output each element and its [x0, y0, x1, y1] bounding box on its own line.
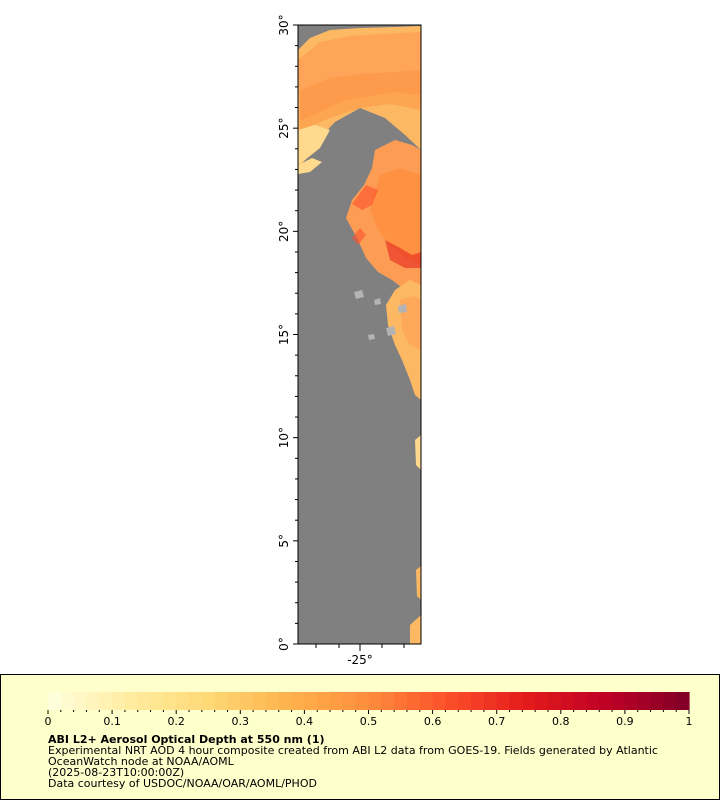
- island-shape: [386, 326, 396, 336]
- colorbar-cell: [163, 692, 177, 710]
- colorbar-cell: [355, 692, 370, 710]
- colorbar-cell: [419, 692, 434, 710]
- colorbar-cell: [189, 692, 203, 710]
- colorbar-cell: [496, 692, 511, 710]
- colorbar-cell: [471, 692, 485, 710]
- colorbar-cell: [650, 692, 664, 710]
- latitude-axis: 30° 25° 20° 15° 10° 5° 0°: [277, 14, 298, 651]
- map-area: 30° 25° 20° 15° 10° 5° 0° -25°: [0, 0, 720, 674]
- island-shape: [398, 304, 407, 313]
- colorbar-tick-label: 0.7: [488, 715, 506, 728]
- colorbar-cell: [624, 692, 639, 710]
- colorbar-cell: [676, 692, 690, 710]
- legend-timestamp: (2025-08-23T10:00:00Z): [48, 766, 185, 779]
- colorbar-cell: [317, 692, 331, 710]
- colorbar-cell: [368, 692, 382, 710]
- colorbar-cell: [201, 692, 216, 710]
- colorbar-cell: [240, 692, 254, 710]
- colorbar-cell: [394, 692, 408, 710]
- colorbar-tick-label: 0.3: [232, 715, 250, 728]
- colorbar-cell: [573, 692, 588, 710]
- colorbar-cell: [522, 692, 536, 710]
- colorbar-cell: [99, 692, 113, 710]
- colorbar-cell: [547, 692, 562, 710]
- longitude-label: -25°: [347, 653, 373, 667]
- islands: [354, 290, 407, 340]
- colorbar-cell: [304, 692, 318, 710]
- colorbar-cell: [60, 692, 75, 710]
- colorbar-tick-label: 0.1: [103, 715, 121, 728]
- colorbar-cell: [445, 692, 459, 710]
- aerosol-field: [298, 26, 421, 644]
- colorbar-cell: [150, 692, 164, 710]
- colorbar-cells: [48, 692, 690, 710]
- colorbar-cell: [86, 692, 100, 710]
- colorbar-cell: [586, 692, 600, 710]
- colorbar-cell: [112, 692, 126, 710]
- colorbar-tick-label: 0: [45, 715, 52, 728]
- latitude-label: 20°: [277, 221, 291, 242]
- colorbar-tick-label: 1: [686, 715, 693, 728]
- colorbar-cell: [227, 692, 241, 710]
- colorbar-cell: [458, 692, 472, 710]
- colorbar-cell: [612, 692, 626, 710]
- island-shape: [368, 334, 375, 340]
- colorbar-cell: [381, 692, 395, 710]
- colorbar-cell: [330, 692, 344, 710]
- colorbar-cell: [48, 692, 62, 710]
- colorbar-tick-label: 0.4: [296, 715, 314, 728]
- colorbar-cell: [265, 692, 280, 710]
- colorbar: 0 0.1 0.2 0.3 0.4 0.5 0.6 0.7 0.8 0.9 1: [45, 692, 693, 728]
- colorbar-cell: [137, 692, 152, 710]
- latitude-label: 10°: [277, 427, 291, 448]
- colorbar-cell: [509, 692, 523, 710]
- legend-description-line1: Experimental NRT AOD 4 hour composite cr…: [48, 744, 658, 757]
- aod-map[interactable]: 30° 25° 20° 15° 10° 5° 0° -25°: [0, 0, 720, 674]
- colorbar-cell: [599, 692, 613, 710]
- island-shape: [354, 290, 364, 299]
- island-shape: [374, 298, 381, 305]
- colorbar-cell: [124, 692, 139, 710]
- colorbar-cell: [483, 692, 498, 710]
- colorbar-cell: [291, 692, 305, 710]
- colorbar-cell: [432, 692, 447, 710]
- colorbar-cell: [637, 692, 652, 710]
- longitude-axis: -25°: [315, 644, 405, 667]
- colorbar-cell: [278, 692, 293, 710]
- colorbar-cell: [253, 692, 267, 710]
- colorbar-tick-label: 0.8: [552, 715, 570, 728]
- legend-description-line2: OceanWatch node at NOAA/AOML: [48, 755, 234, 768]
- legend-title: ABI L2+ Aerosol Optical Depth at 550 nm …: [48, 733, 325, 746]
- latitude-label: 0°: [277, 637, 291, 651]
- colorbar-tick-label: 0.6: [424, 715, 442, 728]
- colorbar-cell: [176, 692, 190, 710]
- colorbar-cell: [406, 692, 421, 710]
- legend-credits: Data courtesy of USDOC/NOAA/OAR/AOML/PHO…: [48, 777, 317, 790]
- latitude-label: 15°: [277, 324, 291, 345]
- colorbar-cell: [663, 692, 677, 710]
- latitude-label: 25°: [277, 118, 291, 139]
- colorbar-ticks: 0 0.1 0.2 0.3 0.4 0.5 0.6 0.7 0.8 0.9 1: [45, 710, 693, 728]
- colorbar-cell: [73, 692, 88, 710]
- colorbar-cell: [560, 692, 575, 710]
- colorbar-tick-label: 0.2: [167, 715, 185, 728]
- colorbar-tick-label: 0.5: [360, 715, 378, 728]
- colorbar-tick-label: 0.9: [616, 715, 634, 728]
- latitude-label: 5°: [277, 534, 291, 548]
- colorbar-cell: [535, 692, 549, 710]
- colorbar-cell: [214, 692, 229, 710]
- colorbar-cell: [342, 692, 357, 710]
- latitude-label: 30°: [277, 14, 291, 35]
